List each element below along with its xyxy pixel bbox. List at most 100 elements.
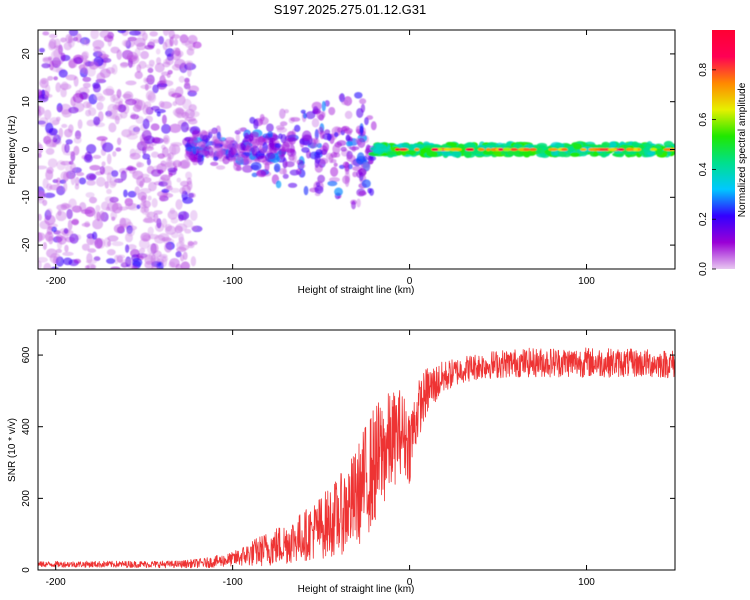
spectrogram-cell [42, 57, 53, 64]
spectrogram-cell [324, 129, 331, 135]
spectrogram-cell [311, 101, 322, 111]
spectrogram-cell [68, 198, 77, 210]
spectrogram-cell [102, 88, 115, 96]
spectrogram-cell [243, 132, 250, 139]
spectrogram-cell [386, 151, 397, 156]
spectrogram-y-tick-label: 10 [21, 96, 32, 108]
spectrogram-cell [82, 101, 91, 109]
spectrogram-cell [89, 196, 97, 204]
spectrogram-cell [62, 257, 73, 266]
spectrogram-cell [110, 93, 116, 103]
spectrogram-cell [367, 160, 374, 165]
spectrogram-cell [145, 211, 150, 217]
spectrogram-cell [127, 244, 137, 250]
spectrogram-cell [117, 30, 127, 34]
spectrogram-cell [149, 31, 158, 37]
spectrogram-cell [497, 148, 504, 151]
spectrogram-cell [477, 148, 485, 151]
spectrogram-cell [279, 121, 288, 127]
spectrogram-cell [199, 129, 208, 140]
spectrogram-y-label: Frequency (Hz) [7, 116, 18, 185]
spectrogram-cell [321, 100, 326, 112]
spectrogram-cell [146, 157, 151, 166]
spectrogram-cell [53, 48, 62, 59]
spectrogram-cell [63, 41, 72, 51]
spectrogram-cell [125, 80, 137, 86]
spectrogram-cell [398, 142, 410, 150]
spectrogram-cell [148, 143, 154, 149]
spectrogram-cell [287, 182, 298, 188]
spectrogram-cell [336, 140, 347, 147]
spectrogram-cell [344, 176, 350, 188]
spectrogram-cell [255, 136, 265, 146]
spectrogram-cell [89, 164, 101, 171]
spectrogram-cell [150, 169, 162, 177]
spectrogram-cell [609, 141, 617, 148]
spectrogram-cell [186, 177, 192, 186]
spectrogram-cell [370, 121, 377, 131]
spectrogram-cell [358, 190, 367, 196]
spectrogram-cell [43, 262, 52, 269]
spectrogram-cell [663, 148, 672, 151]
spectrogram-cell [525, 144, 534, 149]
spectrogram-cell [50, 266, 59, 269]
snr-x-tick-label: -100 [223, 577, 243, 588]
spectrogram-cell [39, 47, 45, 53]
spectrogram-cell [60, 88, 67, 98]
spectrogram-cell [278, 133, 283, 140]
spectrogram-cell [251, 141, 257, 148]
spectrogram-cell [81, 222, 91, 227]
spectrogram-cell [121, 39, 130, 47]
spectrogram-cell [289, 169, 300, 176]
spectrogram-cell [528, 148, 537, 151]
spectrogram-cell [56, 204, 68, 211]
spectrogram-cell [115, 254, 126, 259]
spectrogram-cell [101, 57, 112, 63]
spectrogram-cell [175, 251, 182, 258]
snr-line [38, 347, 675, 569]
spectrogram-cell [96, 136, 108, 141]
spectrogram-cell [101, 161, 106, 167]
spectrogram-cell [85, 109, 92, 117]
spectrogram-cell [171, 92, 182, 98]
spectrogram-cell [183, 219, 193, 228]
spectrogram-cell [192, 41, 202, 49]
spectrogram-cell [600, 148, 608, 151]
spectrogram-cell [45, 141, 57, 148]
spectrogram-cell [162, 30, 170, 36]
spectrogram-cell [84, 265, 90, 269]
spectrogram-cell [170, 217, 179, 224]
spectrogram-cell [443, 148, 451, 151]
spectrogram-cell [162, 41, 168, 51]
spectrogram-cell [126, 226, 135, 237]
spectrogram-cell [142, 177, 152, 183]
spectrogram-cell [333, 162, 338, 167]
spectrogram-cell [136, 162, 145, 168]
spectrogram-cell [73, 56, 84, 64]
spectrogram-cell [561, 148, 568, 151]
spectrogram-cell [92, 154, 102, 159]
spectrogram-cell [60, 37, 67, 43]
spectrogram-cell [253, 118, 259, 130]
spectrogram-cell [333, 131, 339, 138]
spectrogram-cell [134, 71, 143, 80]
spectrogram-cell [147, 195, 152, 201]
spectrogram-cell [465, 148, 474, 151]
spectrogram-y-tick-label: -20 [21, 237, 32, 252]
spectrogram-cell [111, 170, 119, 178]
spectrogram-cell [313, 138, 319, 145]
spectrogram-cell [275, 180, 282, 189]
spectrogram-cell [44, 214, 56, 226]
spectrogram-cell [212, 156, 219, 162]
spectrogram-cell [166, 185, 173, 191]
spectrogram-cell [509, 148, 519, 151]
spectrogram-cell [548, 148, 559, 151]
spectrogram-cell [588, 148, 596, 151]
spectrogram-cell [81, 243, 90, 251]
spectrogram-cell [152, 84, 159, 94]
spectrogram-cell [70, 174, 76, 186]
spectrogram-cell [109, 176, 118, 187]
spectrogram-cell [190, 225, 198, 231]
spectrogram-cell [375, 144, 388, 151]
